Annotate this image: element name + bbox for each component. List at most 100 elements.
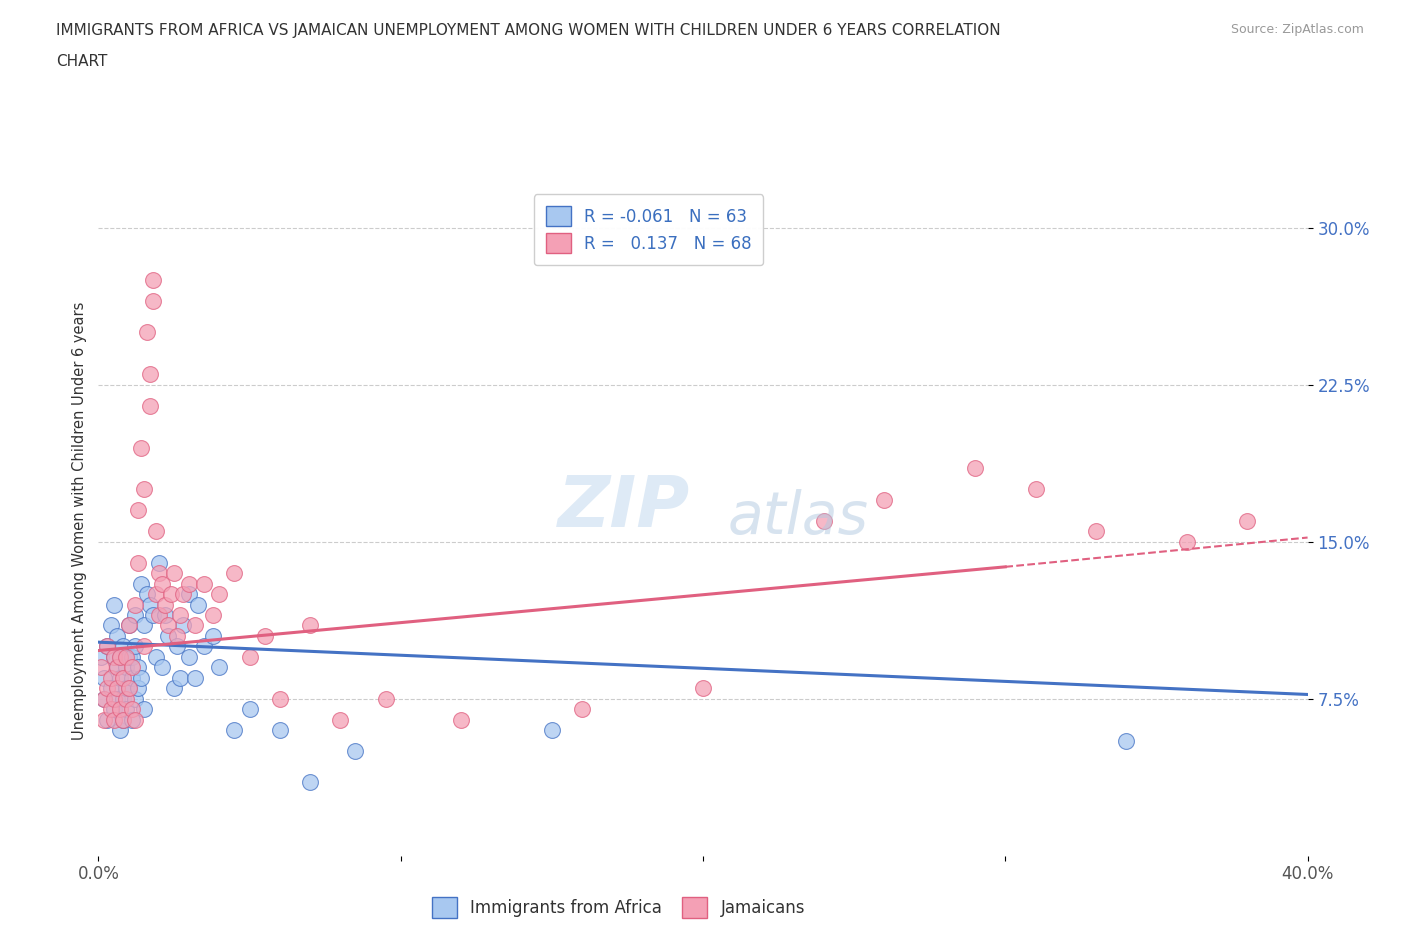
Point	[96, 639, 118, 654]
Point	[163, 681, 186, 696]
Point	[124, 607, 146, 622]
Point	[121, 712, 143, 727]
Point	[145, 649, 167, 664]
Point	[127, 660, 149, 675]
Point	[105, 681, 128, 696]
Point	[108, 671, 131, 685]
Point	[118, 681, 141, 696]
Point	[193, 639, 215, 654]
Legend: Immigrants from Africa, Jamaicans: Immigrants from Africa, Jamaicans	[422, 887, 815, 927]
Point	[105, 691, 128, 706]
Point	[169, 607, 191, 622]
Point	[105, 660, 128, 675]
Point	[450, 712, 472, 727]
Text: Source: ZipAtlas.com: Source: ZipAtlas.com	[1230, 23, 1364, 36]
Point	[93, 691, 115, 706]
Point	[114, 701, 136, 716]
Point	[96, 681, 118, 696]
Point	[103, 701, 125, 716]
Point	[127, 681, 149, 696]
Point	[344, 744, 367, 759]
Point	[90, 660, 112, 675]
Point	[208, 660, 231, 675]
Point	[239, 649, 262, 664]
Point	[1175, 535, 1198, 550]
Point	[114, 691, 136, 706]
Point	[224, 723, 246, 737]
Point	[124, 712, 146, 727]
Point	[93, 691, 115, 706]
Point	[150, 576, 173, 591]
Point	[156, 618, 179, 633]
Point	[108, 649, 131, 664]
Point	[111, 712, 134, 727]
Point	[93, 712, 115, 727]
Point	[103, 597, 125, 612]
Point	[540, 723, 562, 737]
Text: ZIP: ZIP	[558, 473, 690, 542]
Point	[374, 691, 396, 706]
Point	[177, 649, 201, 664]
Point	[132, 618, 155, 633]
Point	[118, 618, 141, 633]
Point	[108, 701, 131, 716]
Point	[139, 398, 162, 413]
Point	[253, 629, 276, 644]
Point	[153, 607, 176, 622]
Point	[135, 326, 157, 340]
Point	[208, 587, 231, 602]
Point	[93, 671, 115, 685]
Point	[1236, 513, 1258, 528]
Point	[111, 712, 134, 727]
Point	[139, 367, 162, 382]
Point	[129, 576, 152, 591]
Point	[177, 576, 201, 591]
Point	[139, 597, 162, 612]
Point	[145, 587, 167, 602]
Point	[124, 639, 146, 654]
Point	[148, 565, 170, 580]
Point	[103, 712, 125, 727]
Point	[129, 671, 152, 685]
Point	[90, 649, 112, 664]
Point	[121, 660, 143, 675]
Point	[172, 587, 194, 602]
Point	[121, 701, 143, 716]
Point	[105, 660, 128, 675]
Point	[148, 607, 170, 622]
Point	[148, 555, 170, 570]
Point	[145, 524, 167, 538]
Point	[184, 618, 207, 633]
Point	[108, 723, 131, 737]
Point	[103, 649, 125, 664]
Point	[571, 701, 593, 716]
Point	[103, 649, 125, 664]
Point	[329, 712, 352, 727]
Point	[193, 576, 215, 591]
Point	[965, 461, 987, 476]
Point	[813, 513, 835, 528]
Point	[118, 681, 141, 696]
Point	[172, 618, 194, 633]
Point	[103, 691, 125, 706]
Point	[224, 565, 246, 580]
Point	[96, 639, 118, 654]
Point	[108, 649, 131, 664]
Point	[135, 587, 157, 602]
Point	[114, 660, 136, 675]
Point	[269, 691, 291, 706]
Point	[299, 775, 322, 790]
Text: atlas: atlas	[727, 489, 868, 546]
Point	[129, 440, 152, 455]
Point	[124, 691, 146, 706]
Point	[156, 629, 179, 644]
Point	[239, 701, 262, 716]
Point	[1085, 524, 1108, 538]
Point	[121, 649, 143, 664]
Point	[100, 681, 122, 696]
Point	[100, 671, 122, 685]
Point	[873, 493, 896, 508]
Point	[132, 701, 155, 716]
Point	[100, 701, 122, 716]
Point	[150, 660, 173, 675]
